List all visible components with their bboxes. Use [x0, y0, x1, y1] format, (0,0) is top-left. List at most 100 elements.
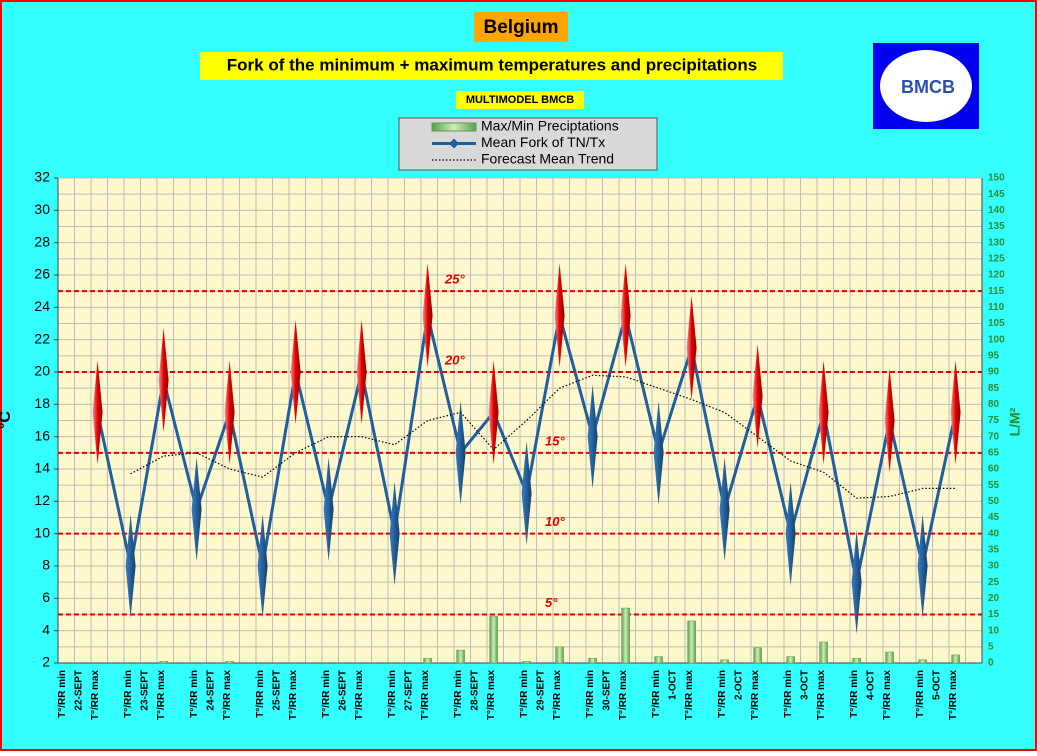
x-tick-label: T°/RR max	[816, 670, 827, 721]
bar	[951, 654, 960, 664]
bar	[423, 657, 432, 664]
marker	[125, 514, 136, 618]
date-label: 27-SEPT	[404, 670, 415, 711]
y2-tick-label: 35	[988, 544, 1000, 555]
chart-title: Belgium	[484, 17, 559, 38]
logo-ellipse	[880, 50, 972, 122]
y2-axis-label: L/M²	[1007, 407, 1023, 436]
title-box	[474, 12, 568, 42]
y-tick-label: 16	[34, 427, 50, 443]
y2-tick-label: 0	[988, 658, 994, 669]
source-box	[456, 91, 584, 109]
bar	[753, 647, 762, 664]
y2-tick-label: 30	[988, 561, 1000, 572]
bar	[522, 661, 531, 664]
y2-tick-label: 70	[988, 431, 1000, 442]
x-tick-label: T°/RR max	[156, 670, 167, 721]
legend-label: Max/Min Preciptations	[481, 118, 619, 134]
y-tick-label: 10	[34, 524, 50, 540]
y2-tick-label: 105	[988, 318, 1005, 329]
legend-label: Forecast Mean Trend	[481, 151, 614, 167]
date-label: 4-OCT	[866, 670, 877, 700]
y2-tick-label: 20	[988, 593, 1000, 604]
y2-tick-label: 115	[988, 286, 1005, 297]
x-tick-label: T°/RR max	[90, 670, 101, 721]
x-tick-label: T°/RR min	[453, 670, 464, 718]
y2-tick-label: 100	[988, 334, 1005, 345]
x-tick-label: T°/RR max	[420, 670, 431, 721]
bar	[687, 620, 696, 664]
y-tick-label: 2	[42, 654, 50, 670]
date-label: 25-SEPT	[272, 670, 283, 711]
marker	[389, 481, 400, 586]
bar	[654, 656, 663, 664]
y-tick-label: 14	[34, 460, 50, 476]
bar	[159, 661, 168, 664]
x-tick-label: T°/RR max	[552, 670, 563, 721]
date-label: 26-SEPT	[338, 670, 349, 711]
marker	[191, 457, 202, 562]
series-line	[130, 374, 956, 499]
bar	[819, 641, 828, 664]
date-label: 23-SEPT	[140, 670, 151, 711]
y2-tick-label: 10	[988, 625, 1000, 636]
x-tick-label: T°/RR min	[189, 670, 200, 718]
y2-tick-label: 145	[988, 189, 1005, 200]
marker	[620, 263, 631, 368]
date-label: 2-OCT	[734, 670, 745, 700]
x-tick-label: T°/RR max	[222, 670, 233, 721]
y2-tick-label: 90	[988, 367, 1000, 378]
y2-tick-label: 110	[988, 302, 1005, 313]
y2-tick-label: 50	[988, 496, 1000, 507]
marker	[257, 514, 268, 618]
y2-tick-label: 45	[988, 512, 1000, 523]
marker	[752, 344, 763, 449]
date-label: 24-SEPT	[206, 670, 217, 711]
bar	[225, 661, 234, 664]
bar	[852, 657, 861, 664]
marker	[92, 360, 103, 465]
marker	[851, 530, 862, 635]
y2-tick-label: 75	[988, 415, 1000, 426]
reference-label: 25°	[444, 272, 465, 287]
x-tick-label: T°/RR max	[288, 670, 299, 721]
y-tick-label: 20	[34, 363, 50, 379]
marker	[224, 360, 235, 465]
x-tick-label: T°/RR min	[123, 670, 134, 718]
marker	[158, 328, 169, 433]
reference-label: 5°	[545, 595, 558, 610]
x-tick-label: T°/RR min	[57, 670, 68, 718]
date-label: 22-SEPT	[74, 670, 85, 711]
x-tick-label: T°/RR min	[321, 670, 332, 718]
x-tick-label: T°/RR max	[684, 670, 695, 721]
bar	[786, 656, 795, 664]
marker	[488, 360, 499, 465]
y-tick-label: 22	[34, 330, 50, 346]
y2-tick-label: 85	[988, 383, 1000, 394]
y-axis-label: °C	[0, 411, 14, 429]
y2-tick-label: 120	[988, 270, 1005, 281]
legend-label: Mean Fork of TN/Tx	[481, 134, 605, 150]
x-tick-label: T°/RR min	[651, 670, 662, 718]
marker	[884, 368, 895, 473]
x-tick-label: T°/RR max	[618, 670, 629, 721]
subtitle-box	[200, 52, 783, 80]
y2-tick-label: 125	[988, 253, 1005, 264]
bar	[456, 649, 465, 664]
marker	[422, 263, 433, 368]
x-tick-label: T°/RR min	[387, 670, 398, 718]
marker	[950, 360, 961, 465]
marker	[356, 320, 367, 424]
date-label: 3-OCT	[800, 670, 811, 700]
x-tick-label: T°/RR min	[585, 670, 596, 718]
y2-tick-label: 55	[988, 480, 1000, 491]
y2-tick-label: 5	[988, 641, 994, 652]
marker	[455, 400, 466, 505]
marker	[917, 514, 928, 618]
marker	[785, 481, 796, 586]
y2-tick-label: 40	[988, 528, 1000, 539]
reference-label: 15°	[545, 433, 565, 448]
x-tick-label: T°/RR min	[255, 670, 266, 718]
y2-tick-label: 80	[988, 399, 1000, 410]
y-tick-label: 12	[34, 492, 50, 508]
